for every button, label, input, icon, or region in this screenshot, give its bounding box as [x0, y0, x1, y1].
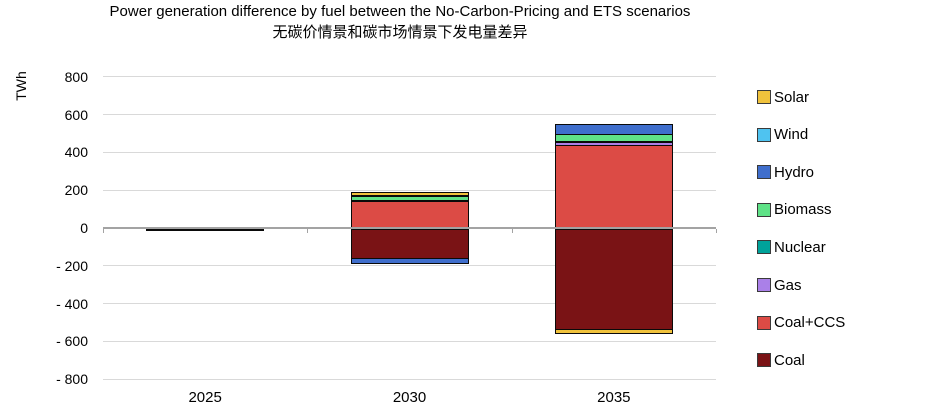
legend-label: Coal: [774, 351, 805, 369]
legend-label: Biomass: [774, 201, 832, 219]
chart-header: Power generation difference by fuel betw…: [0, 2, 800, 44]
bar-segment-coal-2035: [554, 228, 673, 332]
legend-item-coal: Coal: [757, 351, 805, 369]
legend-item-wind: Wind: [757, 126, 808, 144]
legend-label: Nuclear: [774, 238, 826, 256]
legend-label: Wind: [774, 126, 809, 144]
x-tick-label-2030: 2030: [392, 389, 427, 406]
x-axis-tick: [716, 229, 717, 233]
bar-segment-hydro-2035: [554, 124, 673, 136]
x-axis-tick: [307, 229, 309, 233]
x-tick-label-2035: 2035: [597, 389, 631, 406]
bar-segment-coal-ccs-2035: [554, 143, 673, 230]
legend-label: Hydro: [774, 163, 815, 181]
bar-segment-coal-2030: [350, 228, 469, 261]
gridline: [103, 378, 716, 380]
legend-swatch-icon: [757, 353, 771, 368]
bar-segment-solar-2030: [350, 192, 469, 196]
y-tick-label: 400: [64, 144, 88, 161]
bar-segment-hydro-2030: [350, 258, 469, 264]
x-tick-label-2025: 2025: [188, 389, 222, 406]
legend-item-coal-ccs: Coal+CCS: [757, 314, 845, 332]
x-axis-tick: [511, 229, 513, 233]
gridline: [103, 114, 716, 116]
gridline: [103, 340, 716, 342]
legend-label: Coal+CCS: [774, 314, 846, 332]
legend-swatch-icon: [757, 240, 771, 255]
legend-label: Gas: [774, 276, 802, 294]
legend-swatch-icon: [757, 127, 771, 142]
y-tick-label: 0: [80, 220, 88, 236]
gridline: [103, 303, 716, 305]
legend-swatch-icon: [757, 202, 771, 217]
legend-item-biomass: Biomass: [757, 201, 832, 219]
gridline: [103, 265, 716, 267]
y-tick-label: - 400: [56, 295, 88, 312]
legend-swatch-icon: [757, 315, 771, 330]
bar-segment-coal-ccs-2030: [350, 199, 469, 230]
legend-item-gas: Gas: [757, 276, 802, 294]
y-tick-label: 200: [64, 182, 88, 199]
legend-swatch-icon: [757, 165, 771, 180]
legend-item-nuclear: Nuclear: [757, 238, 826, 256]
gridline: [103, 189, 716, 191]
y-tick-label: 600: [64, 106, 88, 123]
bar-segment-solar-2035: [554, 329, 673, 334]
gridline: [103, 151, 716, 153]
legend-label: Solar: [774, 88, 810, 106]
y-tick-label: - 800: [56, 371, 88, 388]
x-axis-zero-line: [103, 227, 716, 229]
legend-swatch-icon: [757, 278, 771, 292]
y-tick-label: - 200: [56, 257, 88, 274]
legend-item-solar: Solar: [757, 88, 809, 106]
legend-swatch-icon: [757, 90, 771, 104]
y-tick-label: - 600: [56, 333, 88, 350]
legend-item-hydro: Hydro: [757, 163, 814, 181]
gridline: [103, 76, 716, 78]
x-axis-tick: [103, 229, 104, 233]
y-tick-label: 800: [64, 68, 88, 85]
chart-subtitle: 无碳价情景和碳市场情景下发电量差异: [272, 24, 528, 41]
chart-title: Power generation difference by fuel betw…: [109, 3, 691, 20]
